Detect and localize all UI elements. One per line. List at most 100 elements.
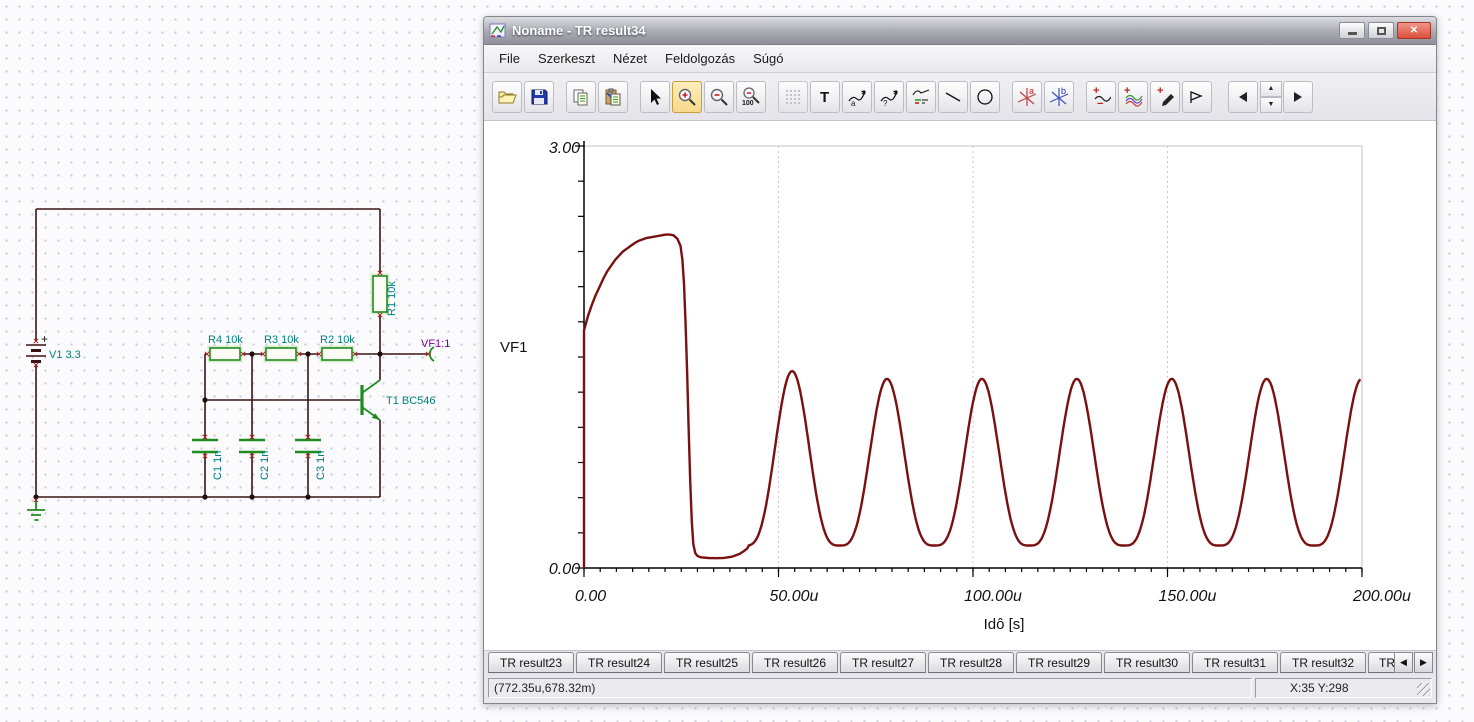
menu-file[interactable]: File [499, 51, 520, 66]
save-button[interactable] [524, 80, 554, 113]
capacitor-c3[interactable]: C3 1n [295, 438, 327, 480]
capacitor-c2-label: C2 1n [259, 451, 271, 480]
open-button[interactable] [492, 80, 522, 113]
menu-edit[interactable]: Szerkeszt [537, 51, 596, 66]
curve-cursor-query-button[interactable]: ? [874, 80, 904, 113]
battery-plus-sign: + [41, 332, 48, 346]
toolbar: 100 T [484, 73, 1436, 121]
marker-button[interactable] [1182, 80, 1212, 113]
show-all-curves-button[interactable]: + [1118, 80, 1148, 113]
capacitor-c1[interactable]: C1 1n [192, 438, 224, 480]
ellipse-icon [977, 88, 993, 105]
tab-tr-result25[interactable]: TR result25 [664, 652, 750, 673]
resistor-r4[interactable]: R4 10k [207, 334, 243, 363]
add-remove-curve-button[interactable]: + − [1086, 80, 1116, 113]
tab-tr-result27[interactable]: TR result27 [840, 652, 926, 673]
capacitor-c3-label: C3 1n [315, 451, 327, 480]
capacitor-c2[interactable]: C2 1n [239, 438, 271, 480]
schematic-canvas[interactable]: + V1 3.3 R1 10k R4 10k R3 10k R2 10 [0, 0, 483, 722]
svg-text:100.00u: 100.00u [964, 588, 1022, 605]
tab-tr-result29[interactable]: TR result29 [1016, 652, 1102, 673]
y-axis-label: VF1 [500, 339, 528, 356]
resistor-r1[interactable]: R1 10k [370, 273, 398, 316]
battery-v1[interactable]: + V1 3.3 [26, 332, 81, 363]
resize-grip[interactable] [1417, 683, 1430, 696]
resistor-r1-label: R1 10k [386, 281, 398, 316]
cursor-b-button[interactable]: b [1044, 80, 1074, 113]
tab-tr-result32[interactable]: TR result32 [1280, 652, 1366, 673]
svg-text:50.00u: 50.00u [770, 588, 819, 605]
arrow-down-icon: ▼ [1267, 101, 1275, 108]
tab-tr-result24[interactable]: TR result24 [576, 652, 662, 673]
legend-button[interactable] [906, 80, 936, 113]
ellipse-tool-button[interactable] [970, 80, 1000, 113]
probe-label: VF1:1 [421, 338, 450, 350]
add-remove-curve-icon: + − [1093, 86, 1111, 108]
tab-tr-result23[interactable]: TR result23 [488, 652, 574, 673]
curve-cursor-a-button[interactable]: a [842, 80, 872, 113]
tab-tr-result30[interactable]: TR result30 [1104, 652, 1190, 673]
text-tool-button[interactable]: T [810, 80, 840, 113]
scroll-left-button[interactable] [1228, 80, 1258, 113]
scroll-up-button[interactable]: ▲ [1260, 80, 1282, 97]
y-tick-min: 0.00 [549, 561, 580, 578]
zoom-out-icon [710, 88, 728, 106]
pointer-tool-button[interactable] [640, 80, 670, 113]
svg-text:200.00u: 200.00u [1352, 588, 1411, 605]
menu-process[interactable]: Feldolgozás [665, 51, 736, 66]
chart[interactable]: 3.00 0.00 VF1 0.00 50.00u 100.00u 150.00u 20… [484, 121, 1430, 651]
tab-tr-result26[interactable]: TR result26 [752, 652, 838, 673]
close-button[interactable]: ✕ [1397, 22, 1431, 39]
voltage-probe-vf1[interactable]: VF1:1 [421, 338, 450, 362]
window-title: Noname - TR result34 [512, 23, 646, 38]
transistor-t1[interactable]: T1 BC546 [360, 379, 436, 421]
menu-help[interactable]: Súgó [753, 51, 784, 66]
zoom-out-button[interactable] [704, 80, 734, 113]
axes [583, 141, 1362, 569]
line-tool-button[interactable] [938, 80, 968, 113]
menu-view[interactable]: Nézet [613, 51, 647, 66]
scroll-down-button[interactable]: ▼ [1260, 96, 1282, 113]
plot-area[interactable]: 3.00 0.00 VF1 0.00 50.00u 100.00u 150.00u 20… [484, 121, 1436, 651]
tab-tr-result28[interactable]: TR result28 [928, 652, 1014, 673]
zoom-100-button[interactable]: 100 [736, 80, 766, 113]
x-axis-label: Idô [s] [984, 616, 1025, 633]
waveform-path [582, 233, 1362, 568]
cursor-a-button[interactable]: a [1012, 80, 1042, 113]
save-floppy-icon [531, 89, 548, 104]
transistor-t1-label: T1 BC546 [386, 395, 436, 407]
gridlines [778, 146, 1168, 568]
tab-scroll-right-button[interactable]: ▶ [1414, 652, 1433, 673]
draw-pen-button[interactable]: + [1150, 80, 1180, 113]
scroll-right-button[interactable] [1283, 80, 1313, 113]
resistor-r2[interactable]: R2 10k [319, 334, 355, 363]
grid-toggle-button[interactable] [778, 80, 808, 113]
svg-text:b: b [1061, 86, 1066, 96]
status-xy: X:35 Y:298 [1255, 678, 1432, 698]
resistor-r4-label: R4 10k [208, 334, 243, 346]
tab-scroll-left-button[interactable]: ◀ [1394, 652, 1413, 673]
svg-text:−: − [1097, 98, 1103, 108]
zoom-in-icon [678, 88, 696, 106]
scroll-spinner: ▲ ▼ [1260, 80, 1282, 113]
restore-button[interactable] [1368, 22, 1394, 39]
resistor-r3-label: R3 10k [264, 334, 299, 346]
paste-button[interactable] [598, 80, 628, 113]
tab-tr-result31[interactable]: TR result31 [1192, 652, 1278, 673]
arrow-left-icon: ◀ [1400, 657, 1407, 667]
result-tab-bar: TR result23 TR result24 TR result25 TR r… [484, 651, 1436, 675]
status-bar: (772.35u,678.32m) X:35 Y:298 [484, 677, 1436, 701]
status-xy-text: X:35 Y:298 [1290, 681, 1349, 695]
battery-label: V1 3.3 [49, 349, 81, 361]
pointer-icon [651, 88, 661, 105]
copy-button[interactable] [566, 80, 596, 113]
title-bar[interactable]: Noname - TR result34 ✕ [484, 17, 1436, 45]
marker-flag-icon [1190, 90, 1203, 103]
resistor-r3[interactable]: R3 10k [263, 334, 299, 363]
zoom-in-button[interactable] [672, 80, 702, 113]
minimize-button[interactable] [1339, 22, 1365, 39]
app-icon [489, 23, 506, 37]
ground-symbol[interactable] [27, 499, 45, 521]
y-tick-max: 3.00 [549, 140, 580, 157]
